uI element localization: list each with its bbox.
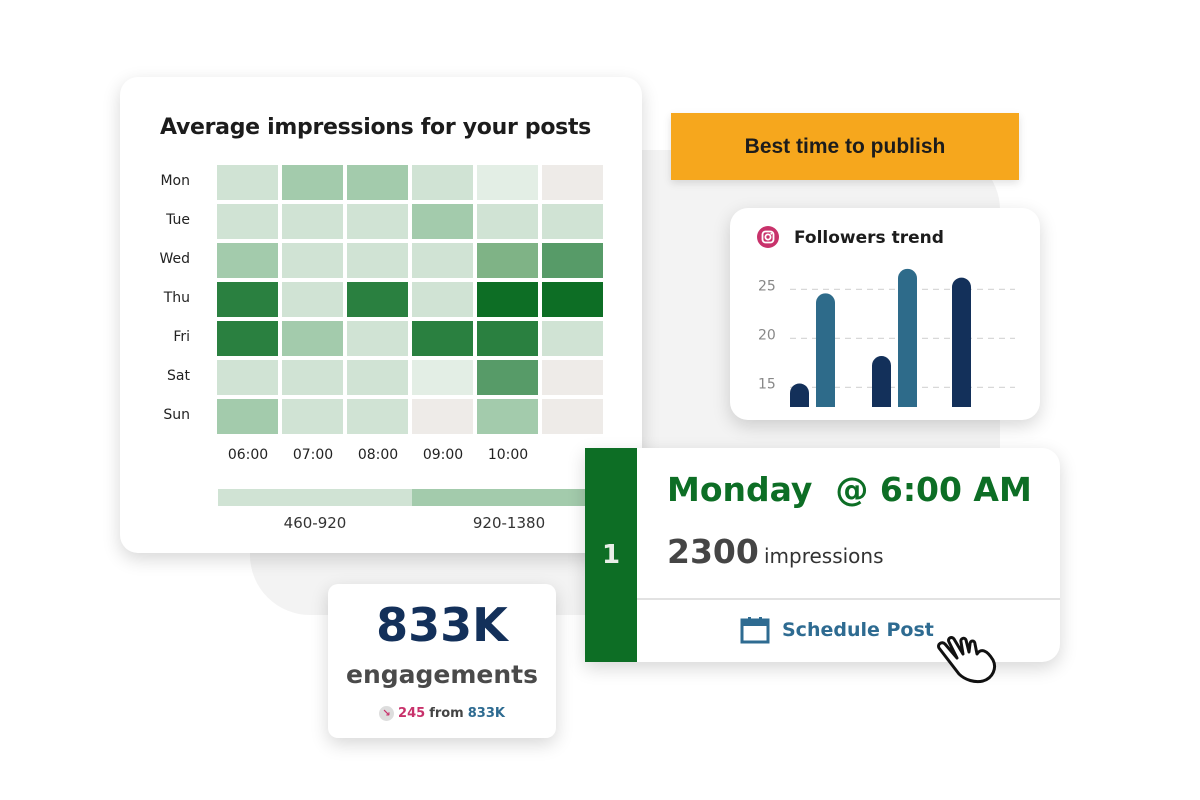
followers-bar	[872, 356, 891, 407]
instagram-icon	[757, 226, 779, 248]
heatmap-cell[interactable]	[542, 243, 603, 278]
heatmap-cell[interactable]	[477, 204, 538, 239]
calendar-icon	[740, 617, 770, 644]
heatmap-cell[interactable]	[217, 243, 278, 278]
impressions-label: impressions	[763, 544, 884, 568]
heatmap-cell[interactable]	[282, 282, 343, 317]
legend-swatch	[412, 489, 606, 506]
delta-base: 833K	[467, 706, 505, 721]
best-time-to-publish-button[interactable]: Best time to publish	[671, 113, 1019, 180]
impressions-heatmap-card: Average impressions for your posts Mon Tu…	[120, 77, 642, 553]
y-tick-label: 25	[758, 278, 776, 294]
heatmap-cell[interactable]	[542, 399, 603, 434]
heatmap-cell[interactable]	[412, 165, 473, 200]
column-label: 08:00	[357, 447, 399, 463]
followers-bar	[790, 383, 809, 407]
row-label-sat: Sat	[167, 368, 190, 384]
heatmap-cell[interactable]	[412, 360, 473, 395]
heatmap-cell[interactable]	[477, 243, 538, 278]
heatmap-cell[interactable]	[542, 282, 603, 317]
delta-value: 245	[398, 706, 426, 721]
heatmap-cell[interactable]	[217, 204, 278, 239]
arrow-down-right-icon: ↘	[379, 706, 395, 721]
row-label-tue: Tue	[166, 212, 190, 228]
heatmap-cell[interactable]	[542, 204, 603, 239]
hand-pointer-icon	[937, 636, 997, 684]
followers-bar	[952, 277, 971, 407]
heatmap-cell[interactable]	[282, 165, 343, 200]
heatmap-cell[interactable]	[347, 321, 408, 356]
engagements-delta: ↘ 245 from 833K	[328, 706, 556, 721]
heatmap-cell[interactable]	[477, 165, 538, 200]
row-label-mon: Mon	[160, 173, 190, 189]
heatmap-cell[interactable]	[542, 321, 603, 356]
impressions-value: 2300	[667, 532, 759, 571]
column-label: 06:00	[227, 447, 269, 463]
heatmap-cell[interactable]	[347, 360, 408, 395]
schedule-post-button[interactable]: Schedule Post	[740, 616, 934, 644]
divider	[637, 598, 1060, 600]
followers-bar-chart: 15 20 25	[758, 268, 1015, 407]
heatmap-cell[interactable]	[217, 282, 278, 317]
heatmap-cell[interactable]	[412, 282, 473, 317]
heatmap-cell[interactable]	[217, 321, 278, 356]
heatmap-cell[interactable]	[282, 204, 343, 239]
delta-from: from	[429, 706, 464, 721]
heatmap-cell[interactable]	[477, 321, 538, 356]
row-label-sun: Sun	[163, 407, 190, 423]
heatmap-cell[interactable]	[282, 321, 343, 356]
heatmap-cell[interactable]	[477, 282, 538, 317]
heatmap-cell[interactable]	[282, 243, 343, 278]
heatmap-cell[interactable]	[477, 399, 538, 434]
heatmap-cell[interactable]	[477, 360, 538, 395]
row-label-wed: Wed	[159, 251, 190, 267]
heatmap-cell[interactable]	[217, 399, 278, 434]
y-tick-label: 15	[758, 376, 776, 392]
heatmap-cell[interactable]	[412, 399, 473, 434]
followers-bar	[816, 293, 835, 407]
best-time-card: 1 Monday @ 6:00 AM 2300 impressions Sche…	[585, 448, 1060, 662]
followers-bar	[898, 268, 917, 407]
heatmap-cell[interactable]	[282, 360, 343, 395]
heatmap-cell[interactable]	[542, 360, 603, 395]
column-label: 09:00	[422, 447, 464, 463]
legend-label: 920-1380	[472, 514, 546, 532]
impressions-summary: 2300 impressions	[667, 532, 884, 571]
followers-trend-card: Followers trend 15 20 25	[730, 208, 1040, 420]
engagements-value: 833K	[376, 598, 508, 652]
heatmap-title: Average impressions for your posts	[160, 115, 591, 140]
legend-label: 460-920	[283, 514, 347, 532]
heatmap-cell[interactable]	[412, 243, 473, 278]
heatmap-cell[interactable]	[542, 165, 603, 200]
heatmap-cell[interactable]	[282, 399, 343, 434]
legend-swatch	[218, 489, 412, 506]
heatmap-cell[interactable]	[347, 243, 408, 278]
heatmap-cell[interactable]	[347, 165, 408, 200]
row-label-thu: Thu	[163, 290, 190, 306]
heatmap-cell[interactable]	[347, 204, 408, 239]
engagements-card: 833K engagements ↘ 245 from 833K	[328, 584, 556, 738]
heatmap-cell[interactable]	[412, 204, 473, 239]
engagements-label: engagements	[345, 660, 538, 689]
heatmap-cell[interactable]	[347, 399, 408, 434]
column-label: 10:00	[487, 447, 529, 463]
y-tick-label: 20	[758, 327, 776, 343]
best-time-label: Monday @ 6:00 AM	[667, 470, 1032, 509]
heatmap-cell[interactable]	[347, 282, 408, 317]
column-label: 07:00	[292, 447, 334, 463]
heatmap-cell[interactable]	[217, 165, 278, 200]
heatmap-cell[interactable]	[412, 321, 473, 356]
followers-trend-title: Followers trend	[794, 228, 944, 248]
row-label-fri: Fri	[173, 329, 190, 345]
heatmap-cell[interactable]	[217, 360, 278, 395]
schedule-post-label: Schedule Post	[782, 619, 934, 641]
rank-badge: 1	[585, 448, 637, 662]
